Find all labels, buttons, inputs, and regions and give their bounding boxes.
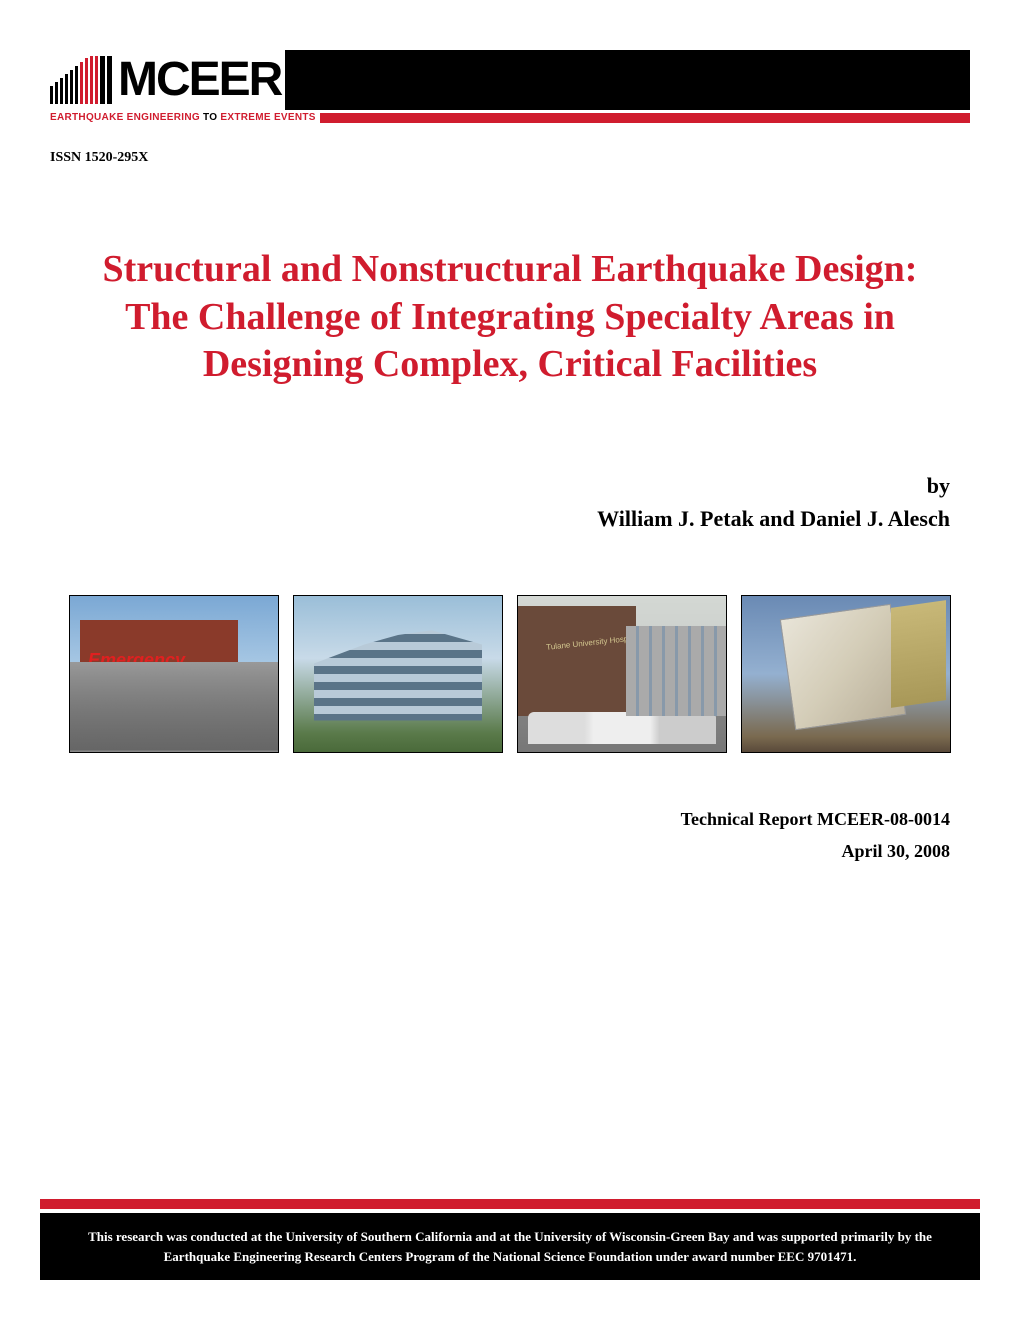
footer-text: This research was conducted at the Unive…	[40, 1213, 980, 1280]
header: MCEER EARTHQUAKE ENGINEERING TO EXTREME …	[0, 0, 1020, 166]
image-overlay-text: Tulane University Hospital	[546, 633, 639, 652]
authors: William J. Petak and Daniel J. Alesch	[70, 502, 950, 535]
title-block: Structural and Nonstructural Earthquake …	[0, 246, 1020, 535]
issn: ISSN 1520-295X	[50, 150, 970, 166]
image-glass-building	[293, 595, 503, 753]
image-row: Emergency Tulane University Hospital	[0, 595, 1020, 753]
tagline-row: EARTHQUAKE ENGINEERING TO EXTREME EVENTS	[50, 112, 970, 126]
logo-text: MCEER	[118, 56, 281, 104]
cars-icon	[528, 712, 716, 744]
tagline-part3: EXTREME EVENTS	[220, 112, 315, 123]
footer-red-bar	[40, 1199, 980, 1209]
byline: by William J. Petak and Daniel J. Alesch	[70, 469, 950, 535]
logo-bars-icon	[50, 56, 112, 104]
image-emergency: Emergency	[69, 595, 279, 753]
image-overlay-text: Emergency	[88, 650, 185, 671]
report-info: Technical Report MCEER-08-0014 April 30,…	[0, 803, 1020, 868]
logo-row: MCEER	[50, 50, 970, 110]
header-red-bar	[320, 113, 970, 123]
report-date: April 30, 2008	[70, 835, 950, 867]
tagline: EARTHQUAKE ENGINEERING TO EXTREME EVENTS	[50, 112, 320, 126]
page-title: Structural and Nonstructural Earthquake …	[70, 246, 950, 389]
tagline-part2: TO	[200, 112, 220, 123]
tagline-part1: EARTHQUAKE ENGINEERING	[50, 112, 200, 123]
footer: This research was conducted at the Unive…	[40, 1199, 980, 1280]
image-damaged-building	[741, 595, 951, 753]
report-number: Technical Report MCEER-08-0014	[70, 803, 950, 835]
by-label: by	[70, 469, 950, 502]
header-black-bar	[285, 50, 970, 110]
logo: MCEER	[50, 50, 281, 110]
image-hospital: Tulane University Hospital	[517, 595, 727, 753]
